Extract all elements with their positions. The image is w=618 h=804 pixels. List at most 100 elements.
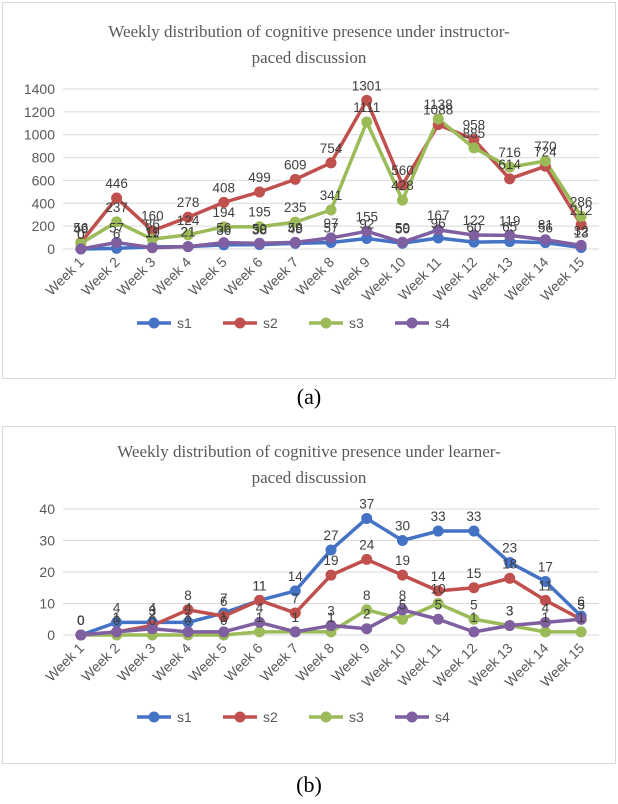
data-point-s4 [468, 229, 480, 241]
data-label-s4: 58 [288, 220, 303, 235]
data-point-s4 [504, 229, 516, 241]
data-label-s4: 122 [463, 213, 486, 228]
data-point-s2 [254, 186, 266, 198]
data-label-s3: 237 [105, 200, 128, 215]
data-point-s2 [182, 604, 194, 616]
legend-marker-s2 [234, 711, 246, 723]
data-label-s2: 278 [177, 195, 200, 210]
legend-marker-s3 [320, 317, 332, 329]
data-label-s1: 0 [77, 613, 85, 628]
data-point-s4 [361, 225, 373, 237]
data-point-s1 [325, 544, 337, 556]
data-point-s4 [432, 613, 444, 625]
data-label-s4: 167 [427, 208, 450, 223]
data-label-s2: 8 [184, 588, 192, 603]
data-label-s4: 8 [399, 588, 407, 603]
data-label-s1: 7 [220, 591, 228, 606]
data-label-s1: 4 [184, 600, 192, 615]
data-point-s3 [361, 604, 373, 616]
data-label-s2: 15 [466, 566, 481, 581]
data-point-s2 [289, 607, 301, 619]
data-label-s2: 160 [141, 209, 164, 224]
data-label-s3: 716 [498, 145, 521, 160]
data-label-s1: 92 [359, 216, 374, 231]
data-label-s4: 5 [434, 597, 442, 612]
data-label-s3: 0 [77, 613, 85, 628]
data-label-s1: 33 [466, 509, 481, 524]
data-point-s2 [396, 569, 408, 581]
data-point-s1 [289, 585, 301, 597]
data-point-s2 [325, 157, 337, 169]
data-label-s3: 194 [213, 205, 236, 220]
data-label-s4: 50 [252, 221, 267, 236]
data-label-s2: 56 [73, 221, 88, 236]
legend-label-s2: s2 [263, 709, 278, 725]
data-label-s2: 212 [570, 203, 593, 218]
data-label-s1: 6 [577, 594, 585, 609]
data-point-s1 [432, 232, 444, 244]
data-label-s2: 19 [323, 553, 338, 568]
data-label-s3: 195 [248, 205, 271, 220]
data-label-s3: 124 [177, 213, 200, 228]
y-tick-label: 30 [39, 533, 55, 549]
data-label-s4: 32 [574, 223, 589, 238]
data-label-s1: 19 [145, 225, 160, 240]
data-label-s3: 1 [577, 610, 585, 625]
data-label-s4: 155 [355, 209, 378, 224]
data-point-s2 [218, 610, 230, 622]
data-point-s1 [182, 616, 194, 628]
data-point-s4 [146, 242, 158, 254]
data-point-s3 [539, 626, 551, 638]
data-label-s1: 4 [149, 600, 157, 615]
data-label-s2: 14 [431, 569, 447, 584]
data-point-s4 [325, 232, 337, 244]
data-point-s4 [396, 604, 408, 616]
data-point-s2 [254, 594, 266, 606]
data-label-s2: 560 [391, 163, 414, 178]
data-point-s4 [254, 237, 266, 249]
chart-title-line: Weekly distribution of cognitive presenc… [108, 22, 510, 41]
data-label-s2: 1 [113, 610, 121, 625]
data-label-s2: 754 [320, 141, 343, 156]
x-tick-label: Week 1 [42, 254, 87, 299]
legend-marker-s4 [406, 711, 418, 723]
data-label-s1: 37 [359, 496, 374, 511]
data-point-s3 [504, 161, 516, 173]
data-point-s4 [182, 241, 194, 253]
data-label-s1: 33 [431, 509, 446, 524]
x-tick-label: Week 5 [185, 254, 230, 299]
legend-marker-s1 [148, 317, 160, 329]
data-point-s1 [504, 557, 516, 569]
data-point-s1 [468, 525, 480, 537]
data-point-s4 [432, 224, 444, 236]
x-tick-label: Week 4 [149, 640, 194, 685]
data-label-s2: 614 [498, 157, 521, 172]
data-label-s3: 1 [292, 610, 300, 625]
data-label-s2: 11 [253, 578, 267, 593]
data-point-s2 [432, 585, 444, 597]
x-tick-label: Week 4 [149, 254, 194, 299]
data-label-s3: 1 [327, 610, 335, 625]
x-tick-label: Week 3 [114, 254, 159, 299]
data-label-s3: 0 [149, 613, 157, 628]
x-tick-label: Week 8 [292, 254, 337, 299]
data-label-s1: 13 [574, 226, 589, 241]
data-label-s1: 23 [502, 541, 517, 556]
data-point-s4 [182, 626, 194, 638]
data-point-s1 [432, 525, 444, 537]
data-label-s3: 5 [399, 597, 407, 612]
data-label-s4: 3 [506, 604, 514, 619]
data-point-s3 [539, 155, 551, 167]
x-tick-label: Week 6 [221, 254, 266, 299]
data-label-s3: 3 [506, 604, 514, 619]
data-label-s1: 56 [538, 221, 553, 236]
data-point-s1 [361, 512, 373, 524]
data-label-s3: 0 [220, 613, 228, 628]
data-label-s2: 499 [248, 170, 271, 185]
data-label-s3: 341 [320, 188, 343, 203]
data-point-s4 [325, 620, 337, 632]
caption-a: (a) [296, 384, 322, 409]
chart-a-svg: Weekly distribution of cognitive presenc… [24, 22, 599, 331]
data-point-s4 [468, 626, 480, 638]
legend-label-s3: s3 [349, 315, 364, 331]
